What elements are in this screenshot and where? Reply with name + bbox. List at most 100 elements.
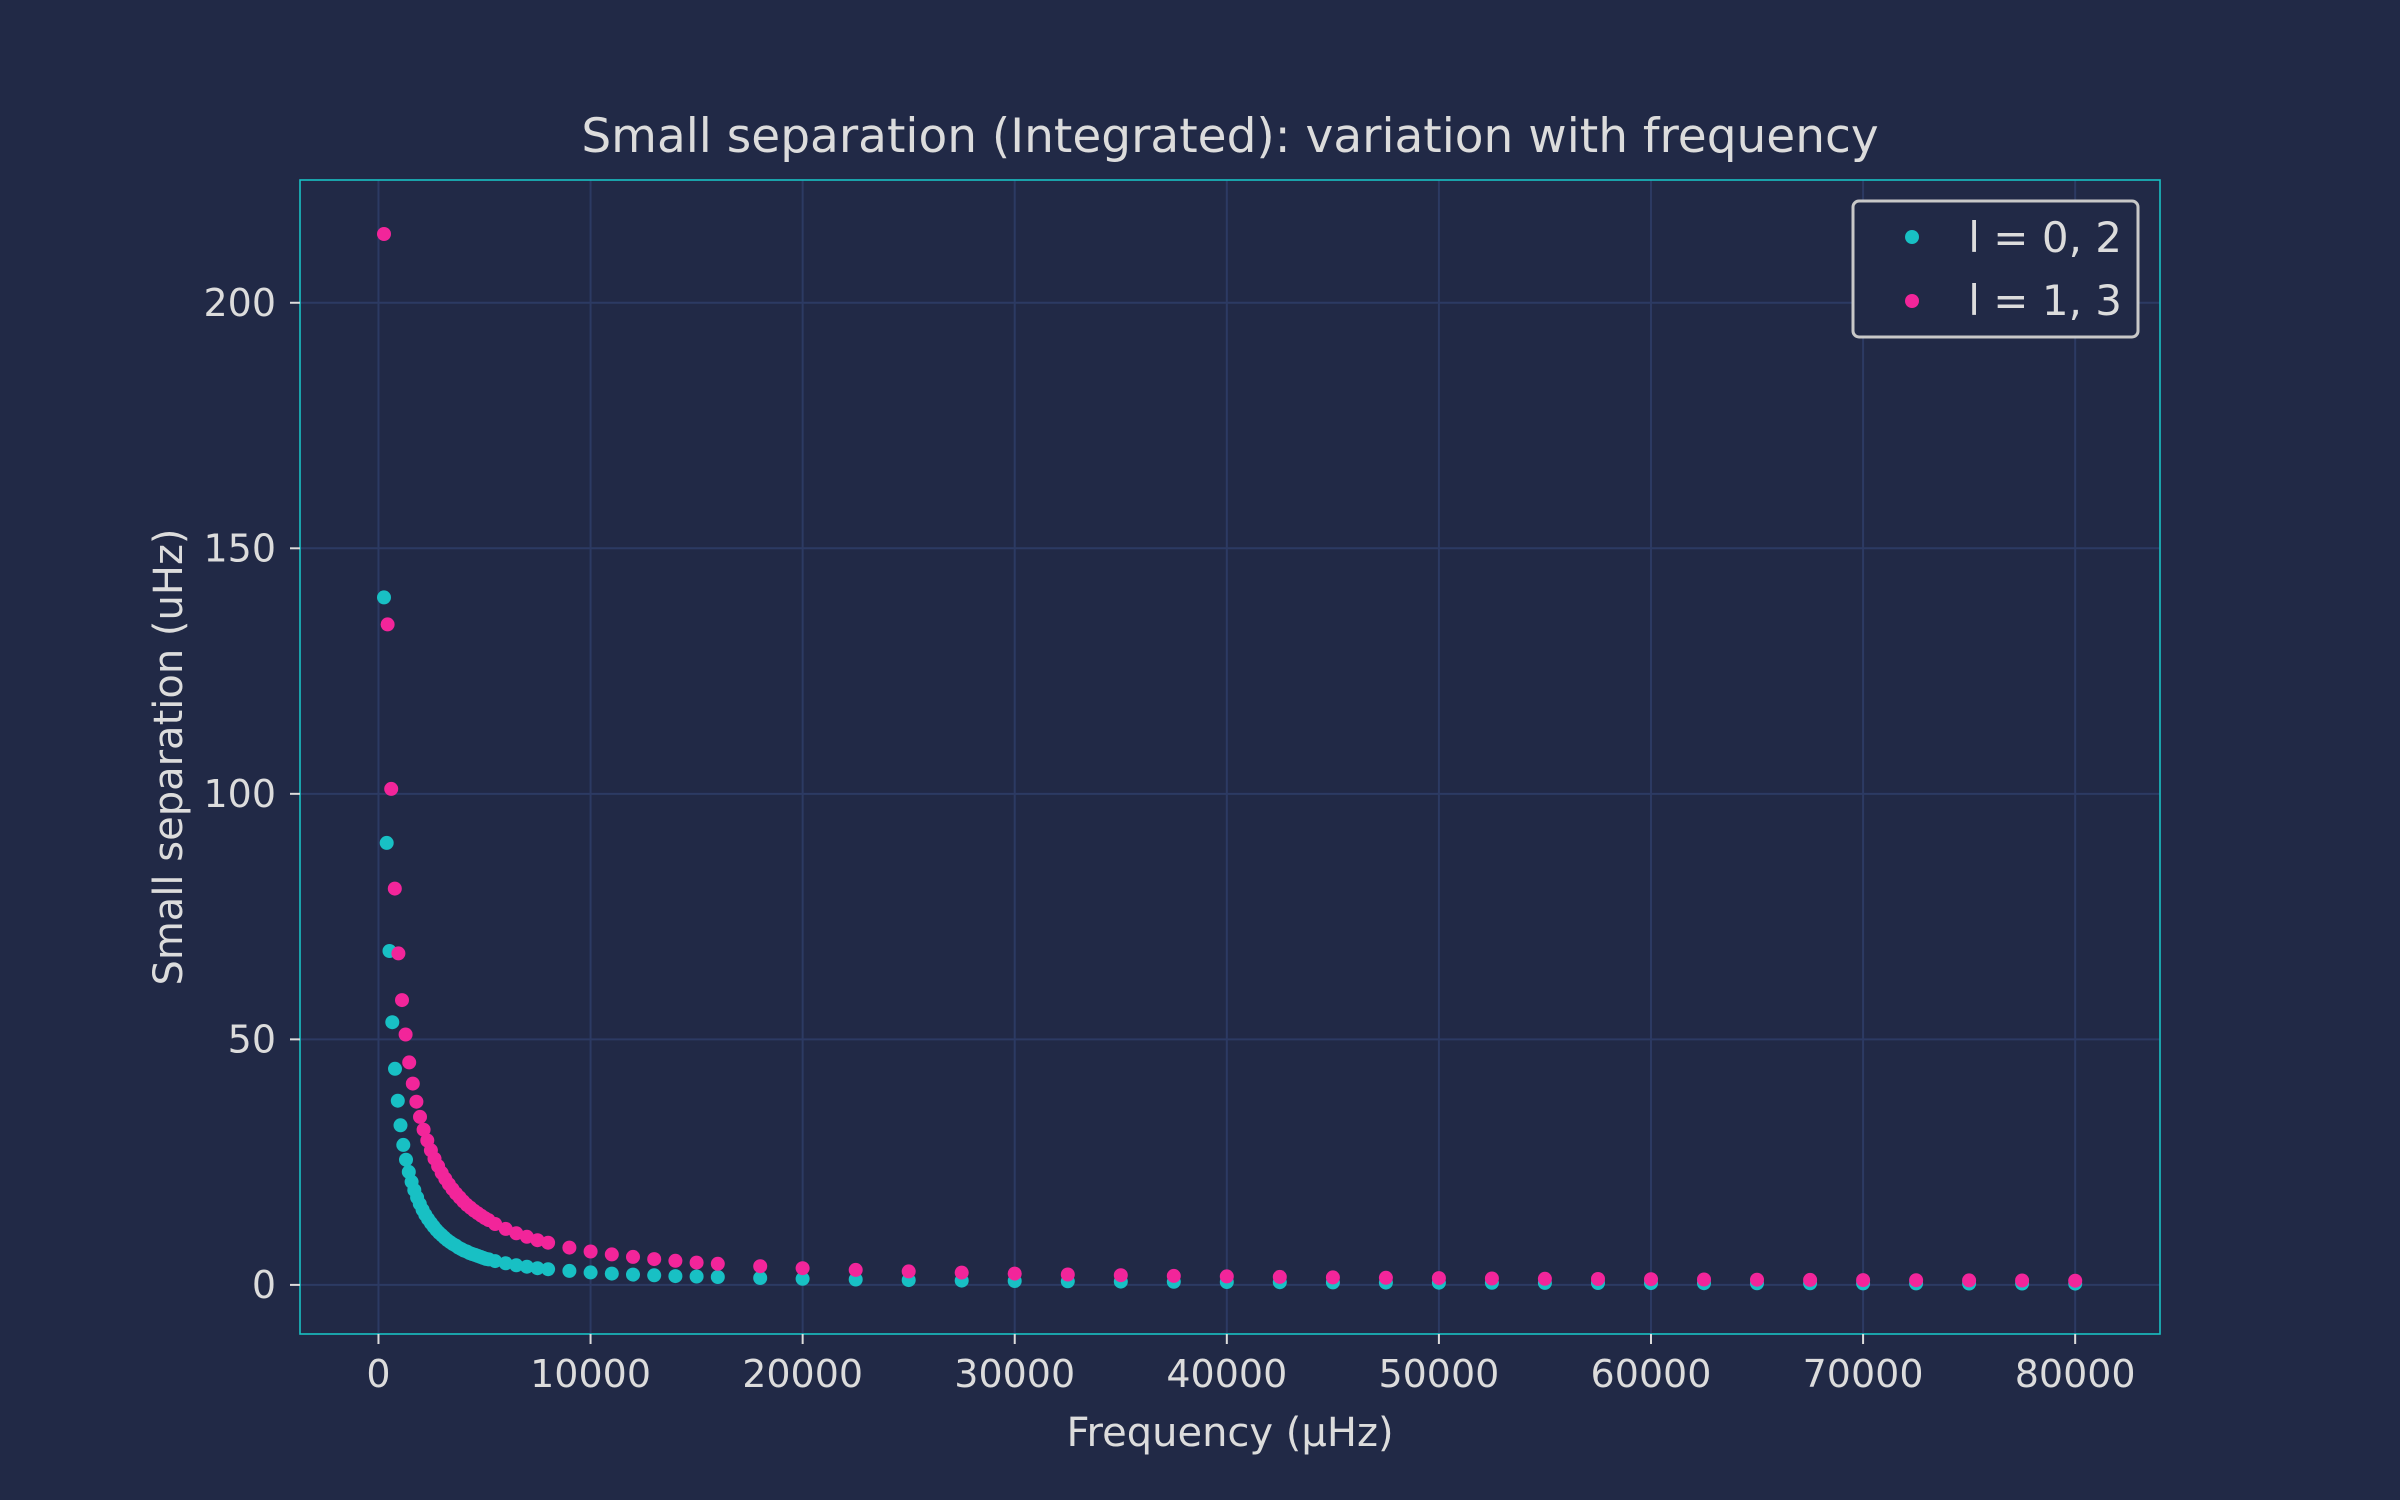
- data-point: [668, 1269, 683, 1284]
- data-point: [604, 1266, 619, 1281]
- data-point: [583, 1244, 598, 1259]
- y-tick-label: 0: [252, 1263, 276, 1307]
- data-point: [402, 1055, 417, 1070]
- legend-marker-l13: [1905, 294, 1919, 308]
- y-tick-label: 50: [228, 1017, 276, 1061]
- legend-label-l02: l = 0, 2: [1968, 213, 2122, 262]
- data-point: [509, 1226, 524, 1241]
- data-point: [519, 1229, 534, 1244]
- x-tick-label: 20000: [742, 1352, 863, 1396]
- data-point: [416, 1122, 431, 1137]
- data-point: [753, 1259, 768, 1274]
- data-point: [2068, 1273, 2083, 1288]
- data-point: [1325, 1270, 1340, 1285]
- plot-area-background: [300, 180, 2160, 1334]
- legend-marker-l02: [1905, 230, 1919, 244]
- data-point: [1219, 1269, 1234, 1284]
- legend-box: [1851, 199, 2140, 339]
- data-point: [395, 993, 409, 1008]
- data-point: [562, 1263, 577, 1278]
- data-point: [604, 1247, 619, 1262]
- data-point: [1431, 1271, 1446, 1286]
- data-point: [399, 1152, 413, 1167]
- data-point: [626, 1249, 640, 1264]
- x-axis-label: Frequency (μHz): [1066, 1410, 1393, 1456]
- data-point: [385, 1015, 400, 1030]
- plot-frame: [299, 179, 2161, 1335]
- data-point: [1007, 1266, 1022, 1281]
- data-point: [626, 1267, 640, 1282]
- x-tick-label: 10000: [530, 1352, 651, 1396]
- data-point: [387, 881, 402, 896]
- data-point: [1750, 1272, 1764, 1287]
- data-point: [1856, 1273, 1871, 1288]
- x-tick-label: 0: [366, 1352, 390, 1396]
- data-point: [488, 1217, 503, 1231]
- data-point: [647, 1268, 662, 1283]
- series-l13: [377, 227, 2083, 1288]
- data-point: [710, 1256, 725, 1271]
- x-tick-label: 80000: [2015, 1352, 2136, 1396]
- y-axis-label: Small separation (uHz): [146, 528, 192, 985]
- data-points: [377, 227, 2083, 1291]
- data-point: [1378, 1270, 1393, 1285]
- data-point: [413, 1109, 427, 1124]
- data-point: [396, 1137, 411, 1152]
- x-tick-label: 60000: [1591, 1352, 1712, 1396]
- data-point: [954, 1265, 969, 1280]
- y-tick-label: 150: [203, 526, 276, 570]
- data-point: [795, 1271, 810, 1286]
- data-point: [1591, 1272, 1605, 1286]
- data-point: [689, 1255, 704, 1270]
- data-point: [583, 1265, 598, 1280]
- data-point: [1962, 1273, 1977, 1288]
- data-point: [541, 1235, 556, 1250]
- data-point: [391, 946, 406, 961]
- data-point: [1484, 1271, 1499, 1286]
- data-point: [390, 1093, 405, 1108]
- data-point: [498, 1221, 513, 1236]
- data-point: [498, 1256, 513, 1271]
- data-point: [901, 1264, 916, 1279]
- y-tick-label: 100: [203, 772, 276, 816]
- data-point: [384, 781, 399, 796]
- data-point: [1644, 1272, 1658, 1287]
- data-point: [795, 1261, 810, 1276]
- data-point: [388, 1061, 402, 1076]
- data-point: [377, 590, 391, 605]
- data-point: [753, 1271, 768, 1285]
- legend-label-l13: l = 1, 3: [1968, 276, 2122, 325]
- data-point: [530, 1261, 545, 1276]
- legend: l = 0, 2 l = 1, 3: [1851, 199, 2140, 339]
- data-point: [530, 1233, 545, 1248]
- data-point: [405, 1076, 420, 1091]
- y-tick-label: 200: [203, 281, 276, 325]
- axis-ticks: 0 10000 20000 30000 40000 50000 60000 70000 8000…: [203, 281, 2135, 1396]
- x-tick-label: 30000: [954, 1352, 1075, 1396]
- data-point: [1537, 1271, 1552, 1286]
- data-point: [848, 1262, 863, 1277]
- data-point: [562, 1240, 577, 1255]
- data-point: [379, 835, 394, 850]
- data-point: [689, 1269, 704, 1284]
- data-point: [710, 1270, 725, 1284]
- x-tick-label: 70000: [1803, 1352, 1924, 1396]
- x-tick-label: 40000: [1166, 1352, 1287, 1396]
- data-point: [393, 1118, 408, 1133]
- data-point: [380, 617, 395, 632]
- data-point: [1272, 1269, 1287, 1284]
- data-point: [377, 227, 391, 241]
- data-point: [1113, 1268, 1128, 1283]
- data-point: [1803, 1272, 1818, 1287]
- data-point: [409, 1094, 424, 1109]
- data-point: [1060, 1267, 1075, 1282]
- data-point: [2015, 1273, 2030, 1288]
- data-point: [398, 1027, 413, 1042]
- chart-title: Small separation (Integrated): variation…: [581, 109, 1878, 164]
- data-point: [509, 1258, 524, 1273]
- data-point: [488, 1254, 503, 1269]
- x-tick-label: 50000: [1378, 1352, 1499, 1396]
- data-point: [668, 1253, 683, 1268]
- data-point: [1166, 1268, 1181, 1283]
